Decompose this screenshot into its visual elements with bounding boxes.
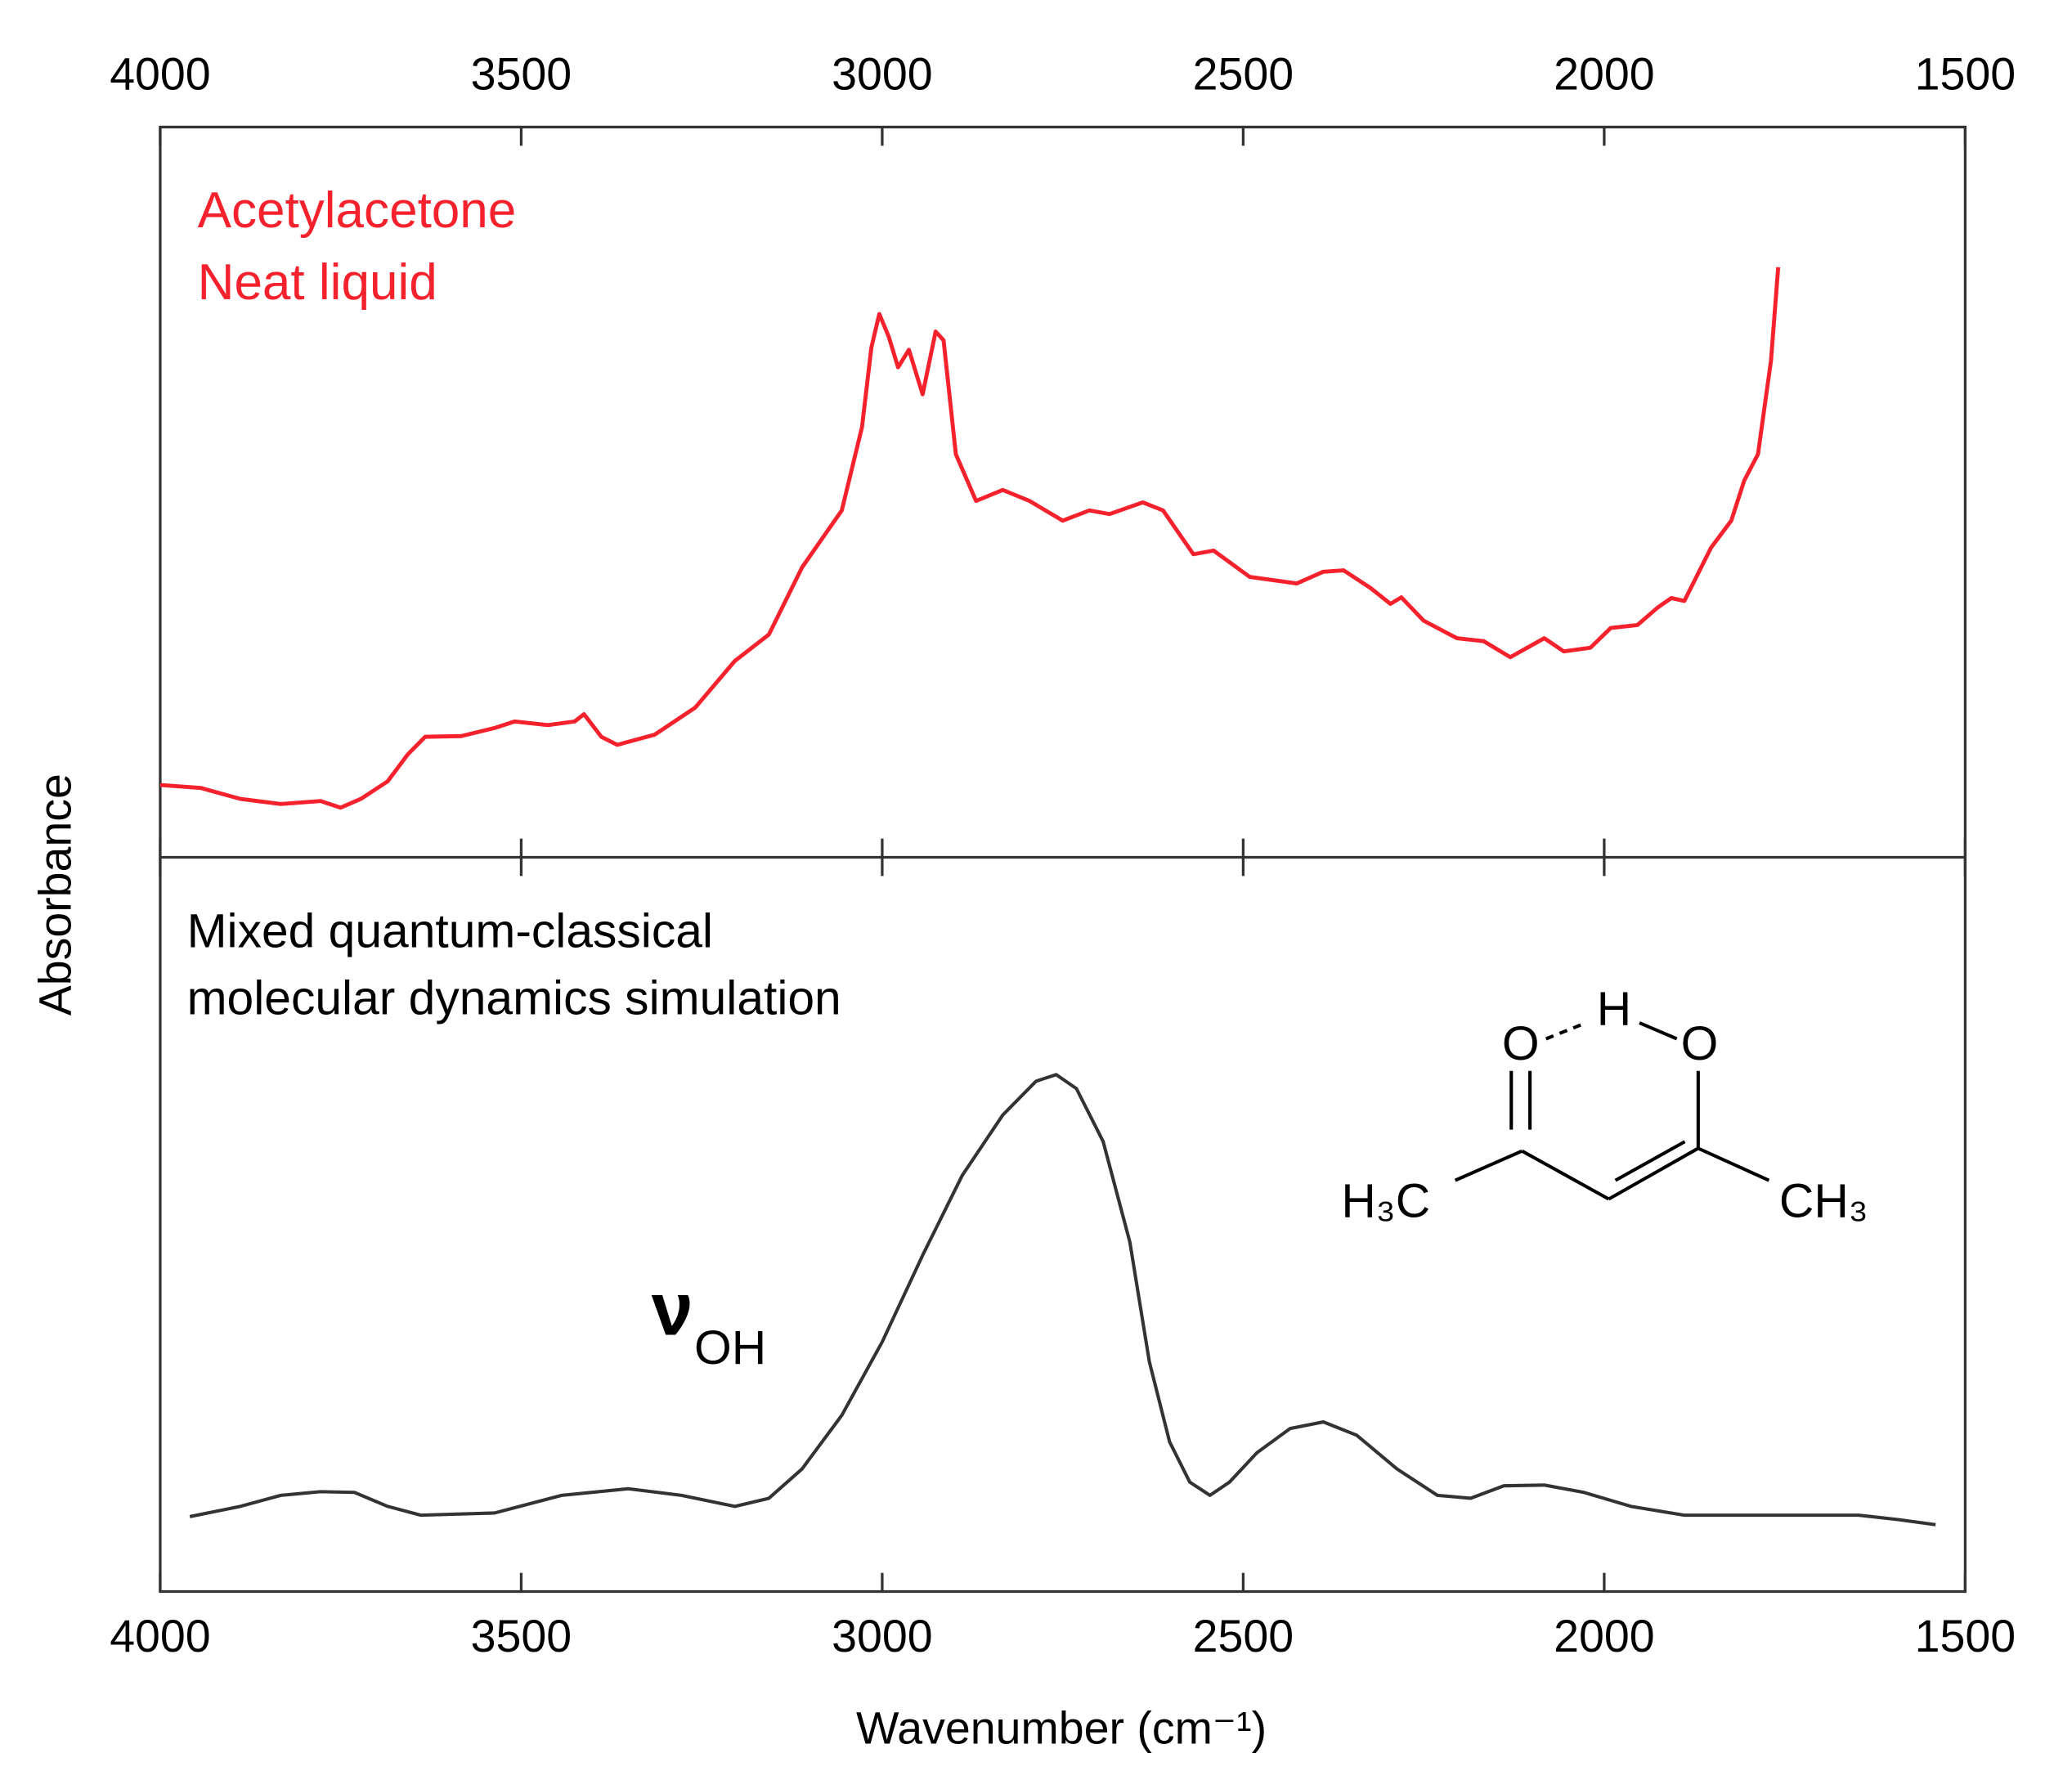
- atom-label: CH₃: [1779, 1175, 1868, 1228]
- molecule-labels: O H O H₃C CH₃: [1341, 982, 1868, 1227]
- x-tick-label: 4000: [110, 1611, 210, 1661]
- annotation: Neat liquid: [198, 254, 437, 311]
- plot-frame: [159, 125, 1967, 1594]
- x-tick-label: 3000: [832, 49, 932, 100]
- data-line: [189, 1073, 1936, 1527]
- data-line: [159, 267, 1781, 810]
- x-tick-label: 2000: [1554, 1611, 1654, 1661]
- x-axis-label: Wavenumber (cm⁻¹): [856, 1703, 1267, 1754]
- x-tick-label: 4000: [110, 49, 210, 100]
- x-tick-label: 3500: [471, 1611, 572, 1661]
- atom-label: H₃C: [1341, 1175, 1430, 1228]
- x-tick-label: 3500: [471, 49, 572, 100]
- annotation: molecular dynamics simulation: [187, 971, 841, 1025]
- molecule-bonds: [1454, 1021, 1770, 1201]
- atom-label: O: [1681, 1017, 1719, 1070]
- x-tick-label: 2000: [1554, 49, 1654, 100]
- y-axis-label: Absorbance: [29, 773, 80, 1016]
- x-tick-label: 3000: [832, 1611, 932, 1661]
- atom-label: O: [1502, 1017, 1540, 1070]
- annotation: Acetylacetone: [198, 182, 517, 239]
- x-tick-label: 2500: [1193, 49, 1294, 100]
- annotation: Mixed quantum-classical: [187, 905, 713, 958]
- x-tick-label: 2500: [1193, 1611, 1294, 1661]
- atom-label: H: [1597, 982, 1631, 1035]
- mode-symbol: ν: [652, 1268, 693, 1352]
- x-tick-label: 1500: [1915, 49, 2016, 100]
- x-tick-label: 1500: [1915, 1611, 2016, 1661]
- mode-subscript: OH: [694, 1321, 766, 1374]
